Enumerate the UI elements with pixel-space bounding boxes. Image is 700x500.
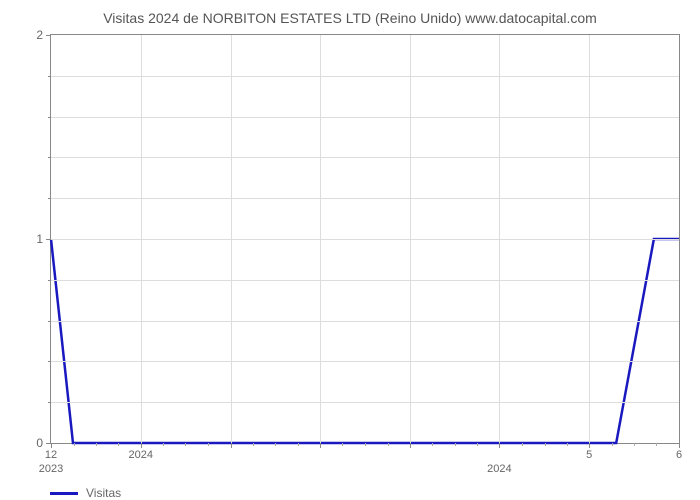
x-axis-minor-tick [388, 443, 389, 446]
y-axis-minor-tick [48, 321, 51, 322]
grid-line-v [589, 35, 590, 443]
grid-line-h-minor [51, 321, 679, 322]
grid-line-h-minor [51, 402, 679, 403]
chart-container: Visitas 2024 de NORBITON ESTATES LTD (Re… [10, 10, 690, 490]
grid-line-h-minor [51, 198, 679, 199]
x-axis-tick [679, 443, 680, 448]
grid-line-h [51, 239, 679, 240]
x-axis-year-label: 2024 [487, 463, 511, 475]
x-axis-tick [589, 443, 590, 448]
x-axis-minor-tick [656, 443, 657, 446]
y-axis-minor-tick [48, 157, 51, 158]
x-axis-minor-tick [455, 443, 456, 446]
y-axis-label: 0 [36, 436, 43, 450]
x-axis-minor-tick [96, 443, 97, 446]
x-axis-minor-tick [634, 443, 635, 446]
y-axis-minor-tick [48, 76, 51, 77]
legend: Visitas [50, 486, 690, 500]
grid-line-v [231, 35, 232, 443]
grid-line-h-minor [51, 76, 679, 77]
grid-line-v [320, 35, 321, 443]
x-axis-minor-tick [342, 443, 343, 446]
x-axis-minor-tick [208, 443, 209, 446]
grid-line-h-minor [51, 157, 679, 158]
grid-line-v [410, 35, 411, 443]
x-axis-tick [231, 443, 232, 448]
y-axis-minor-tick [48, 198, 51, 199]
grid-line-v [141, 35, 142, 443]
x-axis-label: 12 [45, 449, 57, 461]
y-axis-label: 1 [36, 232, 43, 246]
legend-swatch [50, 492, 78, 495]
y-axis-tick [46, 35, 51, 36]
legend-label: Visitas [86, 486, 121, 500]
grid-line-v [499, 35, 500, 443]
x-axis-minor-tick [253, 443, 254, 446]
x-axis-minor-tick [185, 443, 186, 446]
x-axis-label: 6 [676, 449, 682, 461]
grid-line-h-minor [51, 280, 679, 281]
x-axis-minor-tick [612, 443, 613, 446]
y-axis-label: 2 [36, 28, 43, 42]
x-axis-minor-tick [118, 443, 119, 446]
x-axis-minor-tick [432, 443, 433, 446]
x-axis-tick [51, 443, 52, 448]
x-axis-minor-tick [163, 443, 164, 446]
x-axis-minor-tick [275, 443, 276, 446]
grid-line-h-minor [51, 117, 679, 118]
x-axis-label: 5 [586, 449, 592, 461]
grid-line-h-minor [51, 361, 679, 362]
chart-title: Visitas 2024 de NORBITON ESTATES LTD (Re… [10, 10, 690, 26]
data-polyline [51, 239, 679, 443]
y-axis-minor-tick [48, 117, 51, 118]
x-axis-year-label: 2023 [39, 463, 63, 475]
x-axis-minor-tick [522, 443, 523, 446]
x-axis-minor-tick [74, 443, 75, 446]
x-axis-tick [410, 443, 411, 448]
x-axis-minor-tick [545, 443, 546, 446]
x-axis-minor-tick [567, 443, 568, 446]
x-axis-minor-tick [298, 443, 299, 446]
x-axis-minor-tick [365, 443, 366, 446]
y-axis-minor-tick [48, 402, 51, 403]
plot-area: 0121220245620232024 [50, 34, 680, 444]
y-axis-tick [46, 239, 51, 240]
y-axis-minor-tick [48, 361, 51, 362]
x-axis-minor-tick [477, 443, 478, 446]
x-axis-tick [320, 443, 321, 448]
x-axis-tick [499, 443, 500, 448]
x-axis-label: 2024 [129, 449, 153, 461]
y-axis-minor-tick [48, 280, 51, 281]
x-axis-tick [141, 443, 142, 448]
